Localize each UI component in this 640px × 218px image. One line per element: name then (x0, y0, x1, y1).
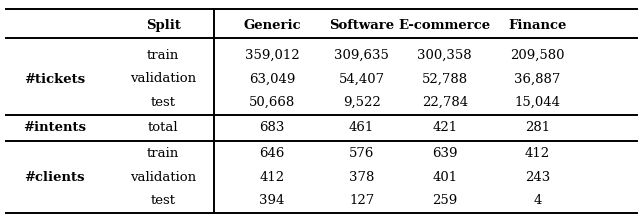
Text: 576: 576 (349, 147, 374, 160)
Text: 421: 421 (432, 121, 458, 134)
Text: 300,358: 300,358 (417, 49, 472, 62)
Text: 359,012: 359,012 (244, 49, 300, 62)
Text: train: train (147, 49, 179, 62)
Text: Split: Split (146, 19, 180, 32)
Text: validation: validation (130, 72, 196, 85)
Text: 127: 127 (349, 194, 374, 207)
Text: 646: 646 (259, 147, 285, 160)
Text: 36,887: 36,887 (515, 72, 561, 85)
Text: Finance: Finance (508, 19, 567, 32)
Text: 209,580: 209,580 (510, 49, 565, 62)
Text: test: test (150, 96, 176, 109)
Text: 461: 461 (349, 121, 374, 134)
Text: 683: 683 (259, 121, 285, 134)
Text: total: total (148, 121, 179, 134)
Text: 50,668: 50,668 (249, 96, 295, 109)
Text: 394: 394 (259, 194, 285, 207)
Text: 63,049: 63,049 (249, 72, 295, 85)
Text: 243: 243 (525, 170, 550, 184)
Text: 22,784: 22,784 (422, 96, 468, 109)
Text: #intents: #intents (23, 121, 86, 134)
Text: 54,407: 54,407 (339, 72, 385, 85)
Text: 9,522: 9,522 (343, 96, 380, 109)
Text: 401: 401 (432, 170, 458, 184)
Text: 378: 378 (349, 170, 374, 184)
Text: E-commerce: E-commerce (399, 19, 491, 32)
Text: 309,635: 309,635 (334, 49, 389, 62)
Text: 4: 4 (533, 194, 542, 207)
Text: 412: 412 (525, 147, 550, 160)
Text: train: train (147, 147, 179, 160)
Text: 52,788: 52,788 (422, 72, 468, 85)
Text: #clients: #clients (24, 171, 84, 184)
Text: 15,044: 15,044 (515, 96, 561, 109)
Text: 281: 281 (525, 121, 550, 134)
Text: Generic: Generic (243, 19, 301, 32)
Text: test: test (150, 194, 176, 207)
Text: 412: 412 (259, 170, 285, 184)
Text: 639: 639 (432, 147, 458, 160)
Text: 259: 259 (432, 194, 458, 207)
Text: #tickets: #tickets (24, 73, 85, 85)
Text: Software: Software (329, 19, 394, 32)
Text: validation: validation (130, 170, 196, 184)
